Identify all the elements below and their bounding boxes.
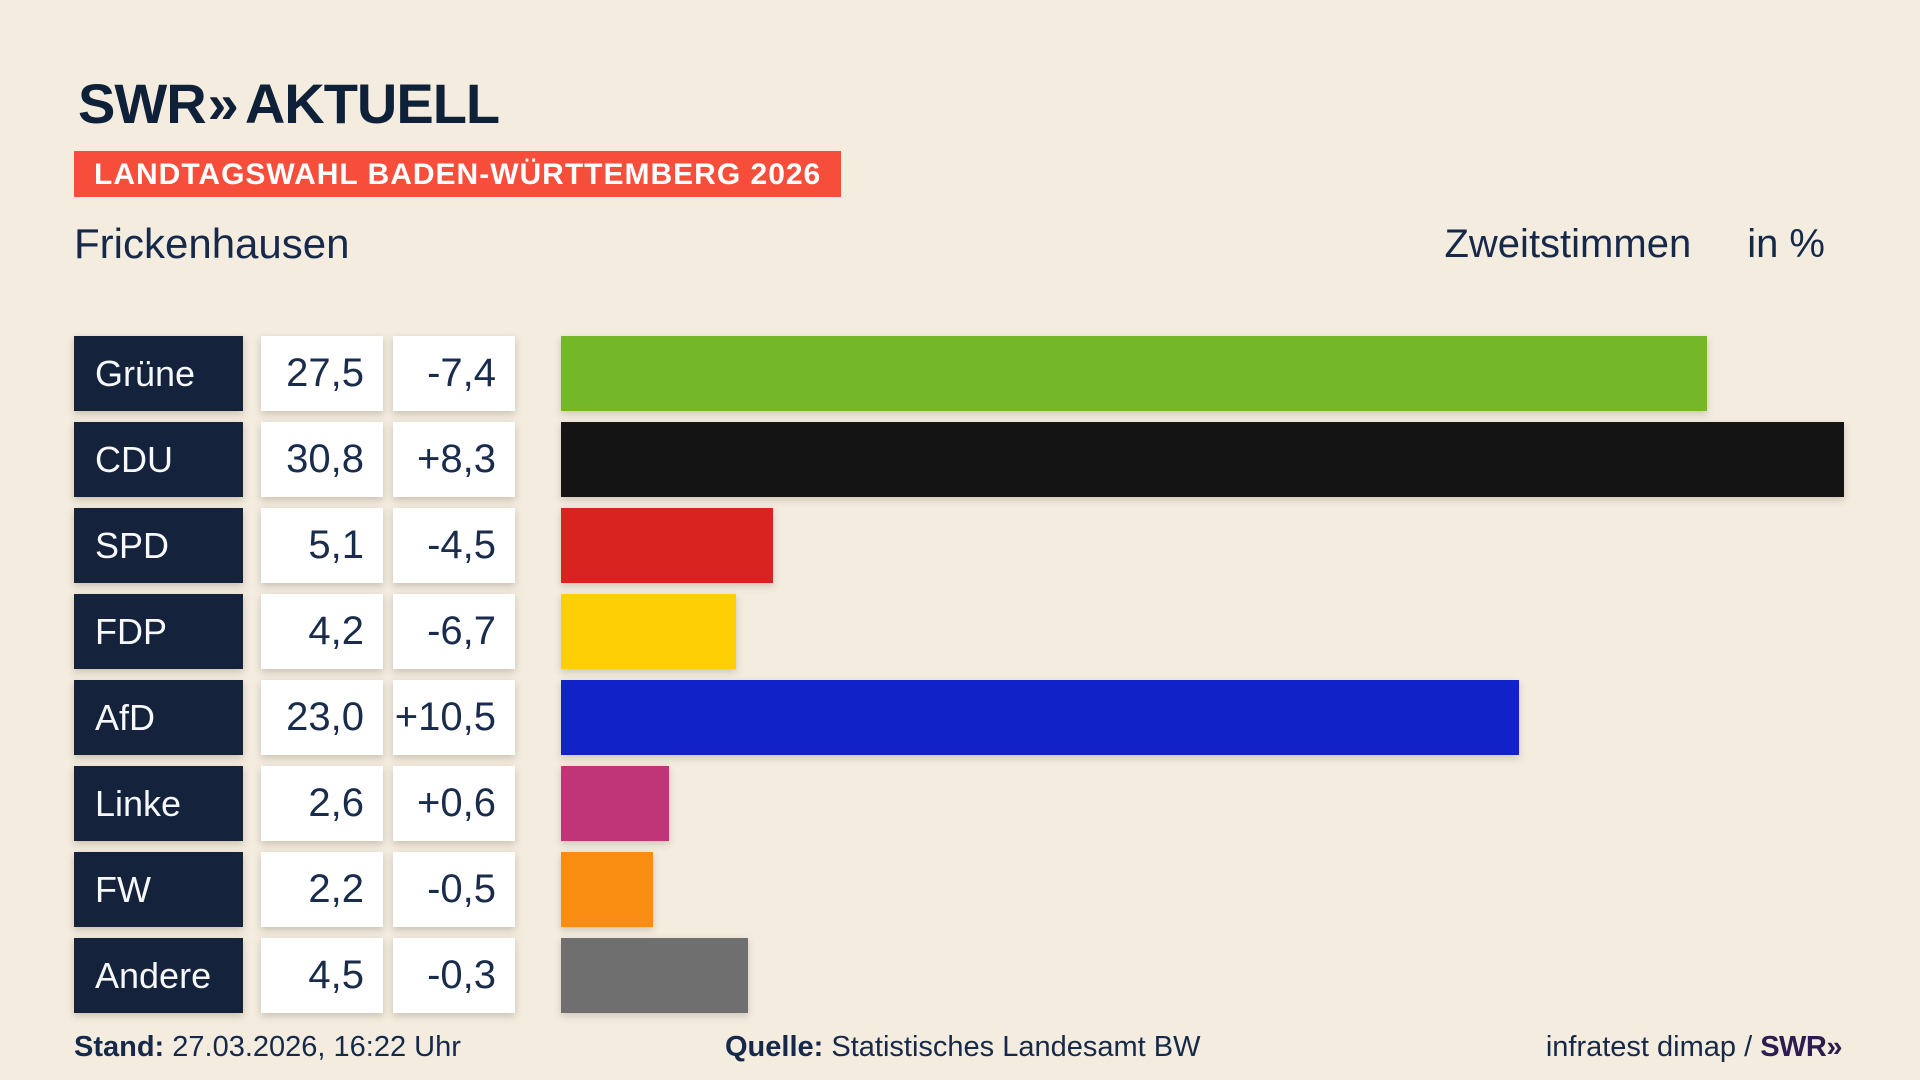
election-banner: LANDTAGSWAHL BADEN-WÜRTTEMBERG 2026 — [74, 151, 842, 197]
stand-value: 27.03.2026, 16:22 Uhr — [172, 1031, 461, 1063]
party-change: +8,3 — [393, 422, 515, 497]
party-change: -4,5 — [393, 508, 515, 583]
party-value: 2,6 — [261, 766, 383, 841]
status-timestamp: Stand: 27.03.2026, 16:22 Uhr — [74, 1031, 461, 1064]
source-note: Quelle: Statistisches Landesamt BW — [725, 1031, 1200, 1064]
result-row: FW 2,2 -0,5 — [74, 852, 1844, 927]
result-row: Andere 4,5 -0,3 — [74, 938, 1844, 1013]
title-row: Frickenhausen Zweitstimmen in % — [74, 220, 1825, 268]
party-change: +10,5 — [393, 680, 515, 755]
unit-text: in % — [1747, 222, 1825, 266]
measure-text: Zweitstimmen — [1444, 222, 1692, 266]
party-value: 4,2 — [261, 594, 383, 669]
result-row: AfD 23,0 +10,5 — [74, 680, 1844, 755]
double-chevron-icon: » — [207, 72, 239, 135]
party-label: Andere — [74, 938, 243, 1013]
result-bar — [561, 938, 748, 1013]
result-row: SPD 5,1 -4,5 — [74, 508, 1844, 583]
result-row: FDP 4,2 -6,7 — [74, 594, 1844, 669]
results-rows: Grüne 27,5 -7,4 CDU 30,8 +8,3 SPD 5,1 -4… — [74, 336, 1844, 1024]
result-bar — [561, 594, 736, 669]
measure-label: Zweitstimmen in % — [1444, 222, 1825, 267]
result-row: Grüne 27,5 -7,4 — [74, 336, 1844, 411]
stand-label: Stand: — [74, 1031, 165, 1063]
party-label: Grüne — [74, 336, 243, 411]
party-change: -0,5 — [393, 852, 515, 927]
party-label: FW — [74, 852, 243, 927]
party-label: AfD — [74, 680, 243, 755]
party-value: 4,5 — [261, 938, 383, 1013]
party-change: -6,7 — [393, 594, 515, 669]
party-label: CDU — [74, 422, 243, 497]
party-value: 30,8 — [261, 422, 383, 497]
result-bar — [561, 422, 1844, 497]
result-bar — [561, 852, 653, 927]
swr-brand-text: SWR — [78, 72, 207, 135]
party-label: SPD — [74, 508, 243, 583]
source-value: Statistisches Landesamt BW — [831, 1031, 1201, 1063]
credit-text: infratest dimap / — [1545, 1031, 1761, 1063]
party-label: FDP — [74, 594, 243, 669]
result-bar — [561, 336, 1707, 411]
party-value: 2,2 — [261, 852, 383, 927]
swr-aktuell-logo: SWR» AKTUELL — [78, 76, 500, 132]
party-value: 5,1 — [261, 508, 383, 583]
result-bar — [561, 508, 773, 583]
credit-note: infratest dimap / SWR» — [1545, 1031, 1843, 1064]
party-change: -7,4 — [393, 336, 515, 411]
source-label: Quelle: — [725, 1031, 824, 1063]
party-value: 23,0 — [261, 680, 383, 755]
result-row: CDU 30,8 +8,3 — [74, 422, 1844, 497]
aktuell-text: AKTUELL — [244, 72, 500, 135]
result-row: Linke 2,6 +0,6 — [74, 766, 1844, 841]
party-label: Linke — [74, 766, 243, 841]
party-change: -0,3 — [393, 938, 515, 1013]
result-bar — [561, 680, 1519, 755]
result-bar — [561, 766, 669, 841]
page-title: Frickenhausen — [74, 220, 350, 267]
party-value: 27,5 — [261, 336, 383, 411]
party-change: +0,6 — [393, 766, 515, 841]
swr-credit-logo: SWR» — [1760, 1031, 1842, 1063]
